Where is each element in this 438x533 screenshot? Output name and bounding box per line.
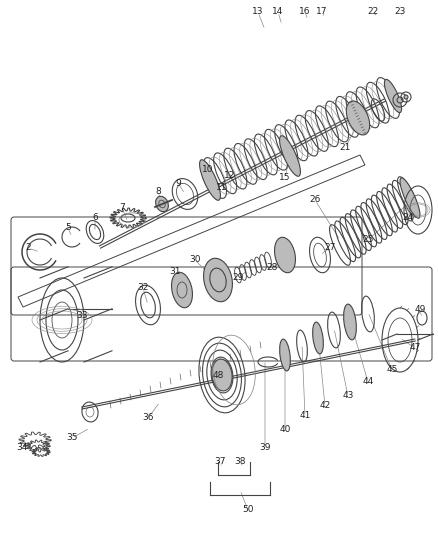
Text: 50: 50 [242,505,254,514]
Text: 16: 16 [299,7,311,17]
Text: 17: 17 [316,7,328,17]
Text: 8: 8 [155,188,161,197]
Ellipse shape [279,136,300,176]
Text: 13: 13 [252,7,264,17]
Ellipse shape [155,196,168,212]
Text: 34: 34 [16,443,28,453]
Text: 10: 10 [202,165,214,174]
Ellipse shape [212,359,232,391]
Text: 22: 22 [367,7,378,17]
Text: 29: 29 [232,273,244,282]
Text: 40: 40 [279,425,291,434]
Text: 44: 44 [362,377,374,386]
Text: 36: 36 [142,414,154,423]
Text: 5: 5 [65,223,71,232]
Text: 27: 27 [324,244,336,253]
Text: 25: 25 [362,236,374,245]
Ellipse shape [279,339,290,371]
Text: 2: 2 [25,244,31,253]
Text: 15: 15 [279,174,291,182]
Ellipse shape [204,259,233,302]
Text: 32: 32 [137,284,148,293]
Text: 9: 9 [175,179,181,188]
Ellipse shape [385,79,402,112]
Ellipse shape [397,97,403,103]
Ellipse shape [400,178,420,218]
Text: 26: 26 [309,196,321,205]
Ellipse shape [404,95,408,99]
Text: 43: 43 [343,392,354,400]
Text: 45: 45 [386,366,398,375]
Text: 6: 6 [92,214,98,222]
Ellipse shape [346,101,370,135]
Ellipse shape [344,304,357,340]
Text: 33: 33 [76,311,88,320]
Text: 21: 21 [339,143,351,152]
Text: 12: 12 [224,171,236,180]
Text: 48: 48 [212,370,224,379]
Text: 14: 14 [272,7,284,17]
Text: 35: 35 [66,433,78,442]
Text: 37: 37 [214,457,226,466]
Text: 38: 38 [234,457,246,466]
Text: 7: 7 [119,204,125,213]
Ellipse shape [200,160,220,200]
Text: 39: 39 [259,443,271,453]
Text: 49: 49 [414,305,426,314]
Text: 31: 31 [169,268,181,277]
Text: 42: 42 [319,401,331,410]
Ellipse shape [172,272,192,308]
Ellipse shape [275,237,296,273]
Ellipse shape [313,322,323,354]
Text: 30: 30 [189,255,201,264]
Text: 28: 28 [266,263,278,272]
Text: 23: 23 [394,7,406,17]
Text: 24: 24 [403,214,413,222]
Text: 41: 41 [299,411,311,421]
Text: 47: 47 [410,343,420,352]
Text: 11: 11 [216,183,228,192]
